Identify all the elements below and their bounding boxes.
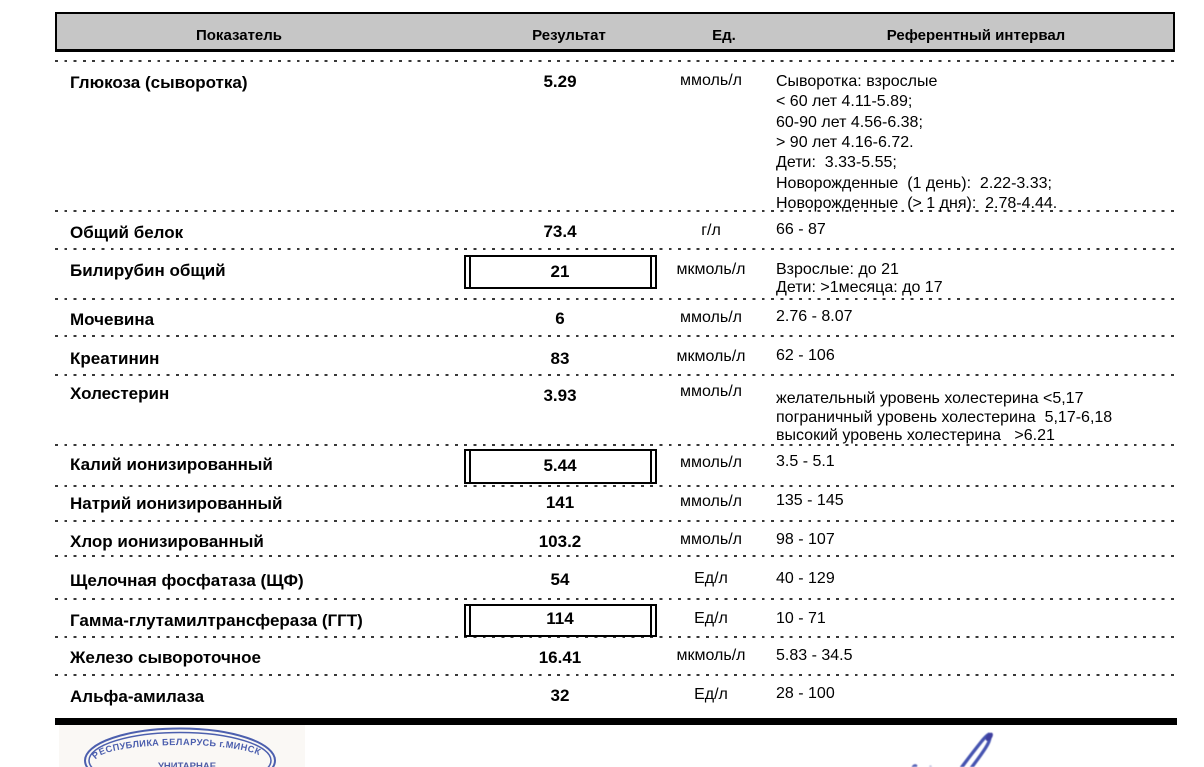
svg-text:УНИТАРНАЕ: УНИТАРНАЕ [158, 761, 216, 767]
